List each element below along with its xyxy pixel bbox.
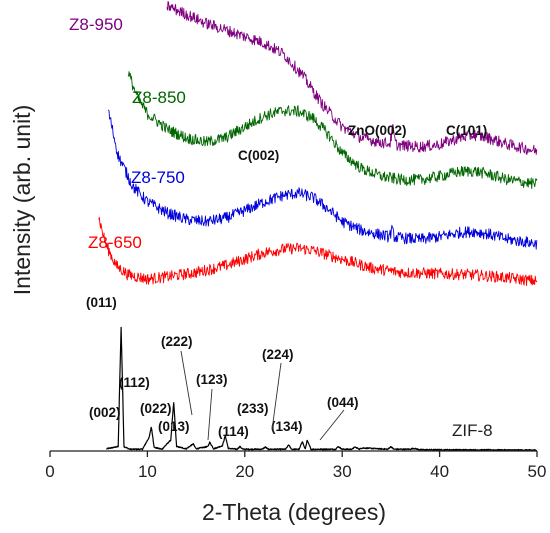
series-labels: Z8-950 Z8-850 Z8-750 Z8-650 ZIF-8: [69, 15, 493, 440]
series-line-z8-750: [108, 109, 538, 250]
annotation-044: (044): [327, 395, 359, 410]
x-ticks: 0 10 20 30 40 50: [45, 451, 546, 481]
series-label-z8-850: Z8-850: [132, 88, 186, 107]
y-axis-title: Intensity (arb. unit): [9, 105, 35, 295]
x-tick-label-50: 50: [528, 462, 547, 481]
leader-line-222: [180, 350, 193, 416]
series-line-zif-8: [106, 326, 538, 452]
leader-line-224: [271, 362, 282, 431]
annotation-134: (134): [271, 419, 303, 434]
x-tick-label-10: 10: [138, 462, 157, 481]
annotation-222: (222): [161, 334, 193, 349]
annotation-224: (224): [262, 347, 294, 362]
annotation-233: (233): [237, 401, 269, 416]
series-line-z8-950: [166, 1, 538, 155]
annotation-112: (112): [119, 375, 150, 390]
x-axis-title: 2-Theta (degrees): [202, 499, 386, 525]
annotation-114: (114): [218, 424, 249, 439]
series-layer: [98, 1, 538, 452]
annotation-011: (011): [86, 295, 117, 310]
annotation-leader-lines: [180, 350, 345, 441]
x-tick-label-40: 40: [430, 462, 449, 481]
annotation-002: (002): [89, 405, 121, 420]
x-tick-label-30: 30: [333, 462, 352, 481]
annotation-123: (123): [196, 372, 228, 387]
annotation-zno-002: ZnO(002): [348, 123, 407, 138]
series-line-z8-650: [98, 216, 538, 287]
x-tick-label-0: 0: [45, 462, 54, 481]
annotation-c-101: C(101): [446, 123, 487, 138]
annotation-022: (022): [140, 401, 172, 416]
series-label-z8-750: Z8-750: [131, 168, 185, 187]
series-label-z8-950: Z8-950: [69, 15, 123, 34]
leader-line-123: [207, 388, 213, 441]
leader-line-044: [319, 409, 345, 441]
series-label-z8-650: Z8-650: [88, 233, 142, 252]
annotation-c-002: C(002): [238, 148, 279, 163]
annotation-013: (013): [158, 419, 190, 434]
plot-area: 0 10 20 30 40 50: [45, 1, 546, 481]
x-tick-label-20: 20: [235, 462, 254, 481]
series-label-zif-8: ZIF-8: [452, 421, 493, 440]
peak-annotations: ZnO(002) C(101) C(002) (011) (002) (112)…: [86, 123, 487, 439]
series-line-z8-850: [127, 71, 538, 190]
